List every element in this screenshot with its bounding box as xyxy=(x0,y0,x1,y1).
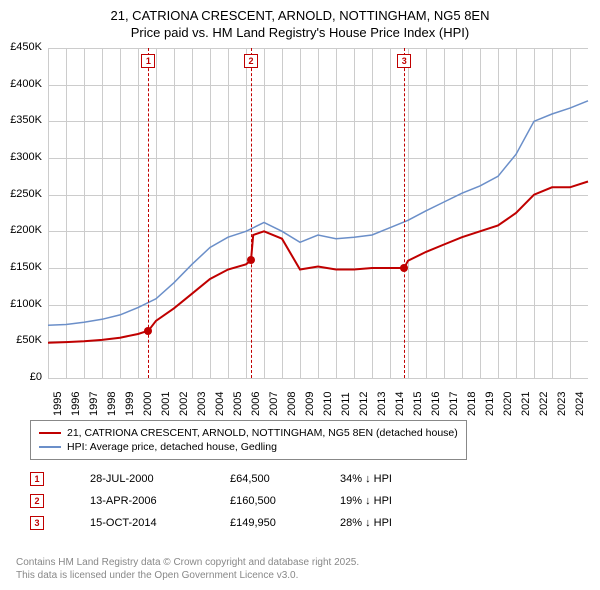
sales-marker: 1 xyxy=(30,472,44,486)
marker-box: 2 xyxy=(244,54,258,68)
x-tick-label: 1999 xyxy=(124,386,136,416)
chart-container: 21, CATRIONA CRESCENT, ARNOLD, NOTTINGHA… xyxy=(0,0,600,590)
x-tick-label: 2015 xyxy=(412,386,424,416)
sales-date: 28-JUL-2000 xyxy=(90,473,230,485)
x-tick-label: 2012 xyxy=(358,386,370,416)
legend-swatch xyxy=(39,432,61,434)
marker-dot xyxy=(144,327,152,335)
marker-box: 3 xyxy=(397,54,411,68)
x-tick-label: 1995 xyxy=(52,386,64,416)
x-tick-label: 2020 xyxy=(502,386,514,416)
sales-diff: 19% ↓ HPI xyxy=(340,495,440,507)
x-tick-label: 2018 xyxy=(466,386,478,416)
legend-row: HPI: Average price, detached house, Gedl… xyxy=(39,440,458,454)
x-tick-label: 2021 xyxy=(520,386,532,416)
legend-swatch xyxy=(39,446,61,448)
sales-price: £149,950 xyxy=(230,517,340,529)
x-tick-label: 2017 xyxy=(448,386,460,416)
series-line-hpi xyxy=(48,101,588,325)
x-tick-label: 2024 xyxy=(574,386,586,416)
sales-date: 15-OCT-2014 xyxy=(90,517,230,529)
x-tick-label: 2001 xyxy=(160,386,172,416)
x-tick-label: 2008 xyxy=(286,386,298,416)
x-tick-label: 2019 xyxy=(484,386,496,416)
footer-line-1: Contains HM Land Registry data © Crown c… xyxy=(16,556,359,569)
x-tick-label: 2002 xyxy=(178,386,190,416)
x-tick-label: 2010 xyxy=(322,386,334,416)
x-tick-label: 2011 xyxy=(340,386,352,416)
x-tick-label: 2023 xyxy=(556,386,568,416)
marker-vline xyxy=(251,48,252,378)
x-tick-label: 2000 xyxy=(142,386,154,416)
series-svg xyxy=(0,0,600,380)
legend-label: 21, CATRIONA CRESCENT, ARNOLD, NOTTINGHA… xyxy=(67,427,458,439)
sales-diff: 28% ↓ HPI xyxy=(340,517,440,529)
x-tick-label: 2016 xyxy=(430,386,442,416)
sales-row: 3 15-OCT-2014£149,95028% ↓ HPI xyxy=(30,512,440,534)
sales-diff: 34% ↓ HPI xyxy=(340,473,440,485)
marker-dot xyxy=(247,256,255,264)
x-tick-label: 2006 xyxy=(250,386,262,416)
x-tick-label: 1997 xyxy=(88,386,100,416)
x-tick-label: 2022 xyxy=(538,386,550,416)
x-tick-label: 2003 xyxy=(196,386,208,416)
footer-text: Contains HM Land Registry data © Crown c… xyxy=(16,556,359,582)
x-tick-label: 1996 xyxy=(70,386,82,416)
x-tick-label: 2005 xyxy=(232,386,244,416)
marker-vline xyxy=(404,48,405,378)
sales-row: 2 13-APR-2006£160,50019% ↓ HPI xyxy=(30,490,440,512)
sales-row: 1 28-JUL-2000£64,50034% ↓ HPI xyxy=(30,468,440,490)
marker-box: 1 xyxy=(141,54,155,68)
sales-marker: 3 xyxy=(30,516,44,530)
marker-dot xyxy=(400,264,408,272)
x-tick-label: 1998 xyxy=(106,386,118,416)
x-tick-label: 2007 xyxy=(268,386,280,416)
x-tick-label: 2013 xyxy=(376,386,388,416)
sales-marker: 2 xyxy=(30,494,44,508)
x-tick-label: 2004 xyxy=(214,386,226,416)
sales-price: £160,500 xyxy=(230,495,340,507)
legend-box: 21, CATRIONA CRESCENT, ARNOLD, NOTTINGHA… xyxy=(30,420,467,460)
sales-date: 13-APR-2006 xyxy=(90,495,230,507)
legend-label: HPI: Average price, detached house, Gedl… xyxy=(67,441,277,453)
sales-table: 1 28-JUL-2000£64,50034% ↓ HPI 2 13-APR-2006… xyxy=(30,468,440,534)
sales-price: £64,500 xyxy=(230,473,340,485)
legend-row: 21, CATRIONA CRESCENT, ARNOLD, NOTTINGHA… xyxy=(39,426,458,440)
series-line-price_paid xyxy=(48,182,588,343)
x-tick-label: 2009 xyxy=(304,386,316,416)
x-tick-label: 2014 xyxy=(394,386,406,416)
footer-line-2: This data is licensed under the Open Gov… xyxy=(16,569,359,582)
